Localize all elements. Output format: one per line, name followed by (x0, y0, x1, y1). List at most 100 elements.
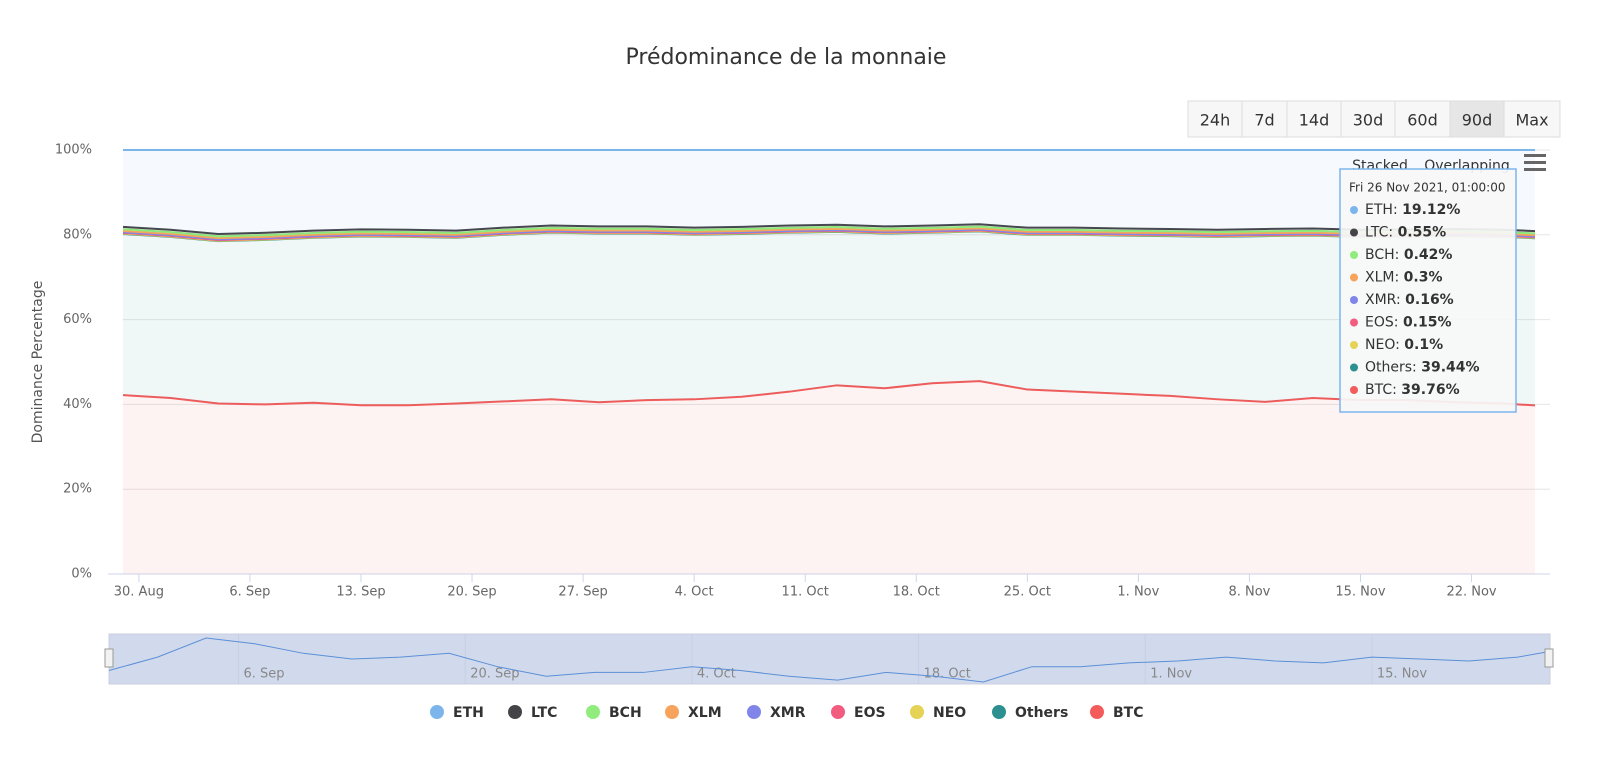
tooltip-item: EOS: 0.15% (1365, 315, 1452, 331)
tooltip-item: ETH: 19.12% (1365, 202, 1460, 218)
tooltip-sep: : (1394, 315, 1403, 331)
range-selector: 24h 7d 14d 30d 60d 90d Max (1187, 100, 1561, 138)
tooltip-dot (1350, 206, 1358, 214)
legend-label[interactable]: ETH (453, 705, 484, 721)
y-tick-label: 60% (63, 312, 92, 327)
tooltip-dot (1350, 296, 1358, 304)
legend-label[interactable]: XLM (688, 705, 722, 721)
tooltip-value: 0.55% (1398, 225, 1447, 241)
area (123, 231, 1535, 406)
tooltip-item: XMR: 0.16% (1365, 292, 1454, 308)
plot-area: 0% 20% 40% 60% 80% 100% 30. Aug 6. Sep 13. Sep 20… (55, 143, 1550, 600)
x-tick-label: 1. Nov (1117, 585, 1159, 600)
x-tick-label: 6. Sep (229, 585, 270, 600)
legend-marker[interactable] (430, 705, 444, 719)
legend: ETH LTC BCH XLM XMR EOS NEO Others BTC (430, 705, 1144, 721)
tooltip-sep: : (1393, 202, 1402, 218)
menu-bar (1524, 154, 1546, 157)
tooltip-value: 0.3% (1404, 270, 1443, 286)
tooltip-item: XLM: 0.3% (1365, 270, 1442, 286)
navigator-tick-label: 4. Oct (697, 667, 736, 682)
legend-marker[interactable] (1090, 705, 1104, 719)
legend-marker[interactable] (992, 705, 1006, 719)
tooltip-value: 39.76% (1401, 382, 1459, 398)
tooltip-dot (1350, 273, 1358, 282)
x-tick-label: 22. Nov (1446, 585, 1496, 600)
range-button-label[interactable]: 30d (1353, 111, 1384, 130)
x-tick-label: 11. Oct (782, 585, 829, 600)
tooltip-dot (1350, 386, 1358, 394)
range-button[interactable] (1394, 100, 1451, 138)
tooltip-value: 19.12% (1402, 202, 1460, 218)
tooltip-sep: : (1392, 382, 1401, 398)
range-button-label[interactable]: Max (1515, 111, 1548, 130)
chart-title: Prédominance de la monnaie (626, 45, 947, 70)
x-tick-label: 25. Oct (1004, 585, 1051, 600)
tooltip-name: XMR (1365, 292, 1397, 308)
range-button-label[interactable]: 7d (1254, 111, 1274, 130)
y-tick-label: 20% (63, 482, 92, 497)
tooltip-dot (1350, 341, 1358, 349)
navigator-tick-label: 20. Sep (470, 667, 519, 682)
legend-label[interactable]: LTC (531, 705, 557, 721)
legend-marker[interactable] (831, 705, 845, 719)
tooltip-dot (1350, 363, 1358, 372)
y-tick-label: 40% (63, 397, 92, 412)
tooltip-name: XLM (1365, 270, 1394, 286)
range-button-label[interactable]: 90d (1462, 111, 1493, 130)
legend-label[interactable]: XMR (770, 705, 806, 721)
legend-label[interactable]: NEO (933, 705, 966, 721)
range-button[interactable] (1187, 100, 1243, 138)
tooltip-sep: : (1395, 247, 1404, 263)
tooltip-name: ETH (1365, 202, 1393, 218)
y-axis-title: Dominance Percentage (30, 281, 46, 444)
legend-label[interactable]: Others (1015, 705, 1068, 721)
legend-label[interactable]: EOS (854, 705, 886, 721)
x-tick-label: 20. Sep (447, 585, 496, 600)
range-button[interactable] (1286, 100, 1342, 138)
tooltip-value: 0.15% (1403, 315, 1452, 331)
range-button[interactable] (1340, 100, 1396, 138)
range-button[interactable] (1449, 100, 1505, 138)
range-button-label[interactable]: 24h (1200, 111, 1231, 130)
area (123, 150, 1535, 235)
tooltip-name: NEO (1365, 337, 1395, 353)
x-tick-label: 18. Oct (893, 585, 940, 600)
legend-marker[interactable] (665, 705, 679, 719)
x-tick-label: 8. Nov (1228, 585, 1270, 600)
legend-marker[interactable] (910, 705, 924, 719)
tooltip-value: 0.42% (1404, 247, 1453, 263)
x-tick-label: 30. Aug (114, 585, 164, 600)
tooltip-sep: : (1395, 337, 1404, 353)
navigator-handle[interactable] (104, 648, 114, 668)
y-tick-label: 0% (71, 567, 92, 582)
tooltip-dot (1350, 251, 1358, 259)
menu-button[interactable] (1524, 154, 1546, 171)
tooltip-name: BCH (1365, 247, 1395, 263)
tooltip-dot (1350, 228, 1358, 237)
legend-marker[interactable] (586, 705, 600, 719)
range-button[interactable] (1503, 100, 1561, 138)
tooltip-item: NEO: 0.1% (1365, 337, 1443, 353)
navigator-handle[interactable] (1544, 648, 1554, 668)
x-tick-label: 13. Sep (336, 585, 385, 600)
legend-marker[interactable] (747, 705, 761, 719)
range-button-label[interactable]: 14d (1299, 111, 1330, 130)
navigator-tick-label: 1. Nov (1150, 667, 1192, 682)
legend-marker[interactable] (508, 705, 522, 719)
navigator-line (108, 637, 1551, 683)
range-button-label[interactable]: 60d (1407, 111, 1438, 130)
navigator (108, 633, 1551, 685)
x-tick-label: 4. Oct (675, 585, 714, 600)
legend-label[interactable]: BTC (1113, 705, 1144, 721)
tooltip-item: BCH: 0.42% (1365, 247, 1452, 263)
tooltip-item: Others: 39.44% (1365, 360, 1480, 376)
area-line (122, 225, 1536, 238)
x-tick-label: 27. Sep (558, 585, 607, 600)
y-tick-label: 80% (63, 227, 92, 242)
legend-label[interactable]: BCH (609, 705, 642, 721)
menu-bar (1524, 161, 1546, 164)
tooltip-value: 0.16% (1405, 292, 1454, 308)
y-tick-label: 100% (55, 143, 92, 158)
